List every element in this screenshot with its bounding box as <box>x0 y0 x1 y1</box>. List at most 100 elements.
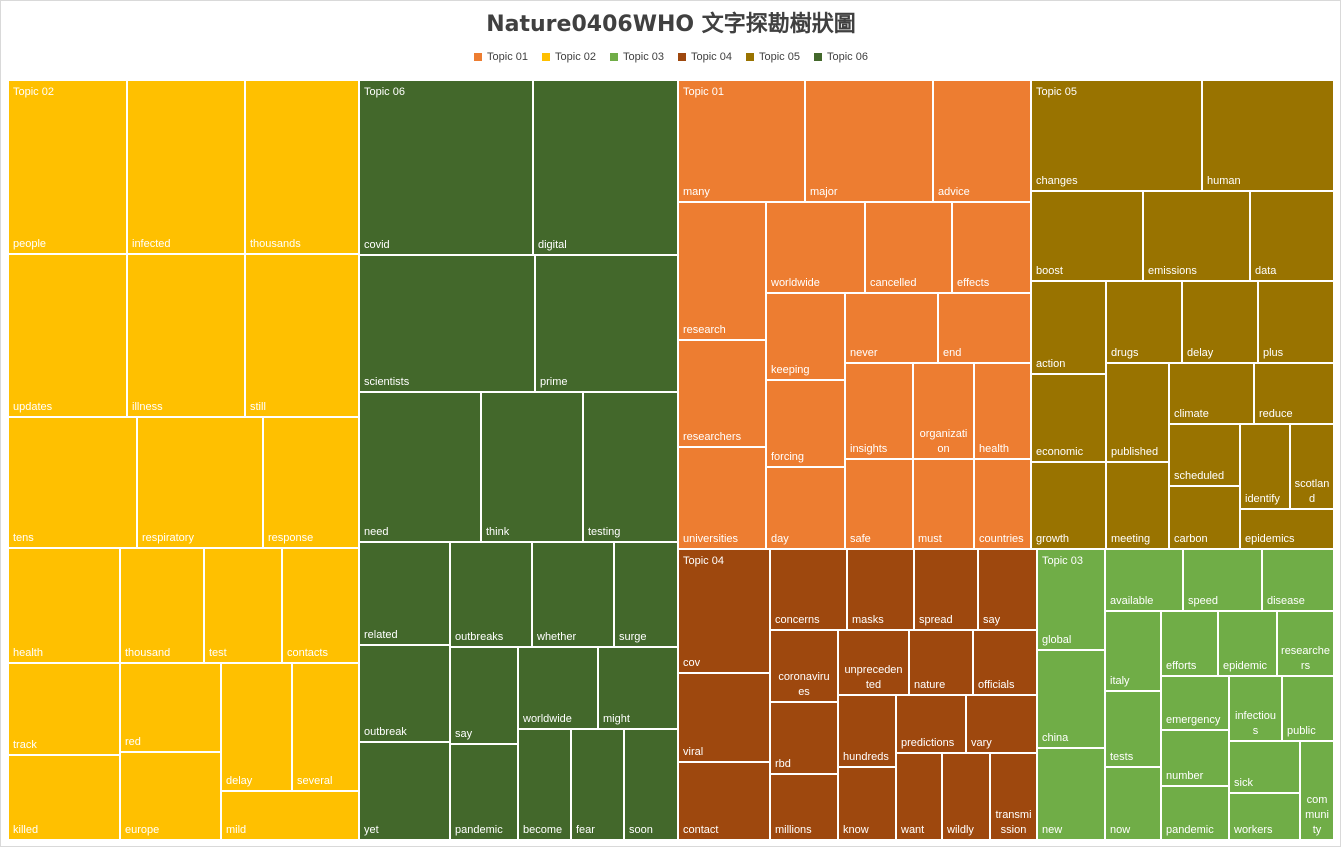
group-topic-01: many major advice research worldwide cancelle… <box>678 80 1031 549</box>
treemap-cell <box>245 254 359 417</box>
cell-label: health <box>979 443 1009 455</box>
treemap-cell <box>678 202 766 340</box>
cell-label: track <box>13 739 37 751</box>
cell-label: viral <box>683 746 703 758</box>
cell-label: advice <box>938 186 970 198</box>
cell-label: want <box>900 824 924 836</box>
cell-label: growth <box>1036 533 1069 545</box>
group-label: Topic 05 <box>1036 86 1077 98</box>
cell-label: worldwide <box>522 713 572 725</box>
cell-label: delay <box>226 775 253 787</box>
cell-label: disease <box>1267 595 1305 607</box>
cell-label: scheduled <box>1174 470 1224 482</box>
cell-label: safe <box>850 533 871 545</box>
cell-label: updates <box>13 401 53 413</box>
cell-label: think <box>486 526 510 538</box>
cell-label: meeting <box>1111 533 1150 545</box>
cell-label: officials <box>978 679 1015 691</box>
cell-label: cancelled <box>870 277 916 289</box>
cell-label: thousands <box>250 238 301 250</box>
cell-label: workers <box>1233 824 1273 836</box>
cell-label: rbd <box>775 758 791 770</box>
cell-label: tens <box>13 532 34 544</box>
cell-label: researchers <box>683 431 742 443</box>
cell-label: epidemics <box>1245 533 1295 545</box>
cell-label: still <box>250 401 266 413</box>
cell-label: cov <box>683 657 701 669</box>
cell-label: several <box>297 775 332 787</box>
treemap-cell <box>359 392 481 542</box>
cell-label: changes <box>1036 175 1078 187</box>
cell-label: respiratory <box>142 532 194 544</box>
cell-label: contacts <box>287 647 328 659</box>
cell-label: outbreaks <box>455 631 504 643</box>
cell-label: people <box>13 238 46 250</box>
cell-label: new <box>1042 824 1062 836</box>
cell-label: need <box>364 526 388 538</box>
treemap-cell <box>127 254 245 417</box>
cell-label: infected <box>132 238 171 250</box>
cell-label: digital <box>538 239 567 251</box>
cell-label: worldwide <box>770 277 820 289</box>
cell-label: millions <box>775 824 812 836</box>
cell-label: plus <box>1263 347 1284 359</box>
cell-label: keeping <box>771 364 810 376</box>
group-label: Topic 01 <box>683 86 724 98</box>
treemap-cell <box>245 80 359 254</box>
cell-label: global <box>1042 634 1071 646</box>
cell-label: must <box>918 533 942 545</box>
cell-label: nature <box>914 679 945 691</box>
cell-label: outbreak <box>364 726 407 738</box>
cell-label: public <box>1287 725 1316 737</box>
cell-label: china <box>1042 732 1069 744</box>
cell-label: health <box>13 647 43 659</box>
treemap-cell <box>535 255 678 392</box>
cell-label: contact <box>683 824 718 836</box>
cell-label: research <box>683 324 726 336</box>
cell-label: insights <box>850 443 888 455</box>
treemap-cell <box>678 549 770 673</box>
cell-label: delay <box>1187 347 1214 359</box>
cell-label: become <box>523 824 562 836</box>
cell-label: fear <box>576 824 595 836</box>
cell-label: epidemic <box>1223 660 1268 672</box>
cell-label: surge <box>619 631 647 643</box>
cell-label: vary <box>971 737 992 749</box>
group-topic-04: covconcerns masks spread saycoronaviru esunp… <box>678 549 1037 840</box>
treemap-cell <box>204 548 282 663</box>
cell-label: hundreds <box>843 751 889 763</box>
cell-label: drugs <box>1111 347 1139 359</box>
cell-label: economic <box>1036 446 1084 458</box>
cell-label: wildly <box>946 824 974 836</box>
treemap-cell <box>678 80 805 202</box>
cell-label: action <box>1036 358 1065 370</box>
cell-label: forcing <box>771 451 804 463</box>
group-label: Topic 02 <box>13 86 54 98</box>
cell-label: speed <box>1188 595 1218 607</box>
cell-label: yet <box>364 824 379 836</box>
cell-label: effects <box>957 277 990 289</box>
cell-label: many <box>683 186 710 198</box>
cell-label: might <box>603 713 630 725</box>
group-label: Topic 03 <box>1042 555 1083 567</box>
cell-label: soon <box>629 824 653 836</box>
cell-label: pandemic <box>1166 824 1214 836</box>
group-label: Topic 04 <box>683 555 724 567</box>
treemap-cell <box>359 80 533 255</box>
cell-label: know <box>843 824 869 836</box>
treemap-cell <box>120 548 204 663</box>
treemap-cell <box>933 80 1031 202</box>
treemap-cell <box>359 255 535 392</box>
cell-label: say <box>983 614 1001 626</box>
cell-label: scientists <box>364 376 410 388</box>
cell-label: sick <box>1234 777 1253 789</box>
cell-label: prime <box>540 376 568 388</box>
treemap-cell <box>805 80 933 202</box>
cell-label: test <box>209 647 227 659</box>
cell-label: data <box>1255 265 1277 277</box>
cell-label: carbon <box>1174 533 1208 545</box>
cell-label: testing <box>588 526 620 538</box>
treemap-cell <box>8 548 120 663</box>
cell-label: day <box>771 533 789 545</box>
